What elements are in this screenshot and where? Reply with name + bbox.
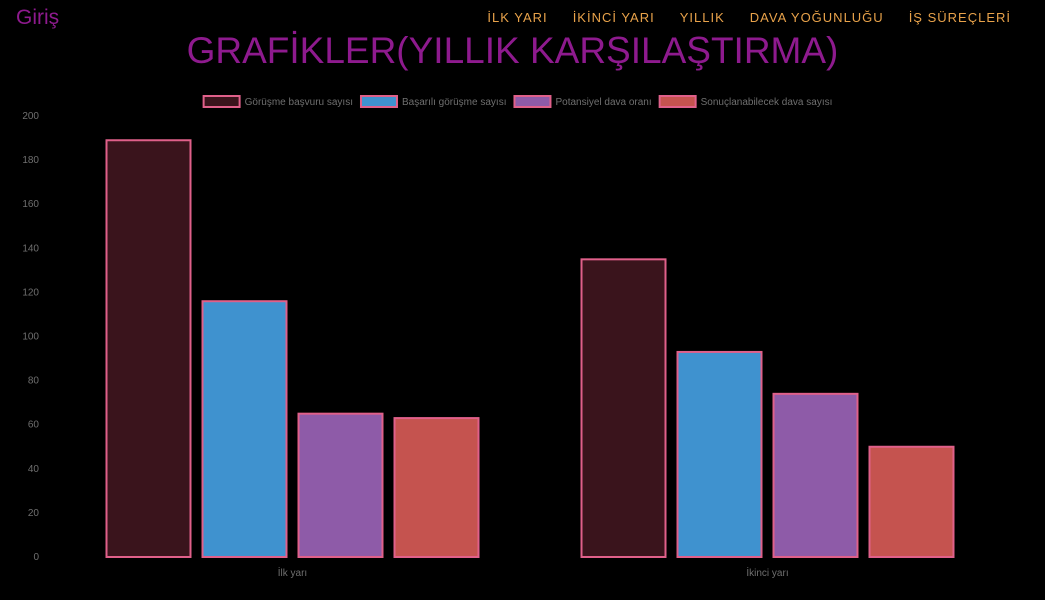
bar[interactable] bbox=[772, 392, 859, 558]
bar[interactable] bbox=[868, 445, 955, 558]
nav-link-is-surecleri[interactable]: İŞ SÜREÇLERİ bbox=[908, 10, 1011, 25]
bar[interactable] bbox=[676, 350, 763, 558]
y-tick-label: 180 bbox=[22, 155, 39, 166]
legend-item[interactable]: Görüşme başvuru sayısı bbox=[202, 95, 353, 108]
legend: Görüşme başvuru sayısı Başarılı görüşme s… bbox=[202, 95, 833, 108]
legend-item[interactable]: Sonuçlanabilecek dava sayısı bbox=[658, 95, 833, 108]
nav-link-ilk-yari[interactable]: İLK YARI bbox=[487, 10, 548, 25]
x-category-label: İlk yarı bbox=[278, 566, 307, 579]
y-tick-label: 100 bbox=[22, 332, 39, 343]
y-tick-label: 200 bbox=[22, 111, 39, 122]
x-category-label: İkinci yarı bbox=[746, 566, 788, 579]
bar[interactable] bbox=[393, 417, 480, 558]
legend-swatch bbox=[658, 95, 697, 108]
legend-swatch bbox=[202, 95, 241, 108]
y-tick-label: 140 bbox=[22, 243, 39, 254]
legend-label: Görüşme başvuru sayısı bbox=[245, 97, 353, 108]
y-tick-label: 20 bbox=[28, 508, 40, 519]
nav-link-yillik[interactable]: YILLIK bbox=[679, 10, 725, 25]
bar-chart: 0 20 40 60 80 100 120 140 160 180 200 Görüşme başvu… bbox=[22, 95, 955, 579]
legend-item[interactable]: Potansiyel dava oranı bbox=[513, 95, 652, 108]
legend-label: Potansiyel dava oranı bbox=[555, 97, 651, 108]
legend-swatch bbox=[513, 95, 552, 108]
y-tick-label: 40 bbox=[28, 464, 40, 475]
top-nav: İLK YARI İKİNCİ YARI YILLIK DAVA YOĞUNLU… bbox=[462, 10, 1011, 25]
legend-swatch bbox=[359, 95, 398, 108]
page-title: GRAFİKLER(YILLIK KARŞILAŞTIRMA) bbox=[186, 30, 839, 71]
legend-item[interactable]: Başarılı görüşme sayısı bbox=[359, 95, 506, 108]
y-tick-label: 80 bbox=[28, 376, 40, 387]
bar[interactable] bbox=[201, 300, 288, 558]
bar[interactable] bbox=[580, 258, 667, 558]
legend-label: Sonuçlanabilecek dava sayısı bbox=[701, 97, 833, 108]
y-tick-label: 120 bbox=[22, 287, 39, 298]
y-tick-label: 0 bbox=[33, 552, 39, 563]
nav-link-ikinci-yari[interactable]: İKİNCİ YARI bbox=[572, 10, 655, 25]
bar[interactable] bbox=[297, 412, 384, 558]
nav-link-dava-yogunlugu[interactable]: DAVA YOĞUNLUĞU bbox=[749, 10, 884, 25]
legend-label: Başarılı görüşme sayısı bbox=[402, 97, 506, 108]
brand-link[interactable]: Giriş bbox=[16, 6, 60, 29]
y-tick-label: 60 bbox=[28, 420, 40, 431]
y-tick-label: 160 bbox=[22, 199, 39, 210]
bar[interactable] bbox=[105, 139, 192, 558]
